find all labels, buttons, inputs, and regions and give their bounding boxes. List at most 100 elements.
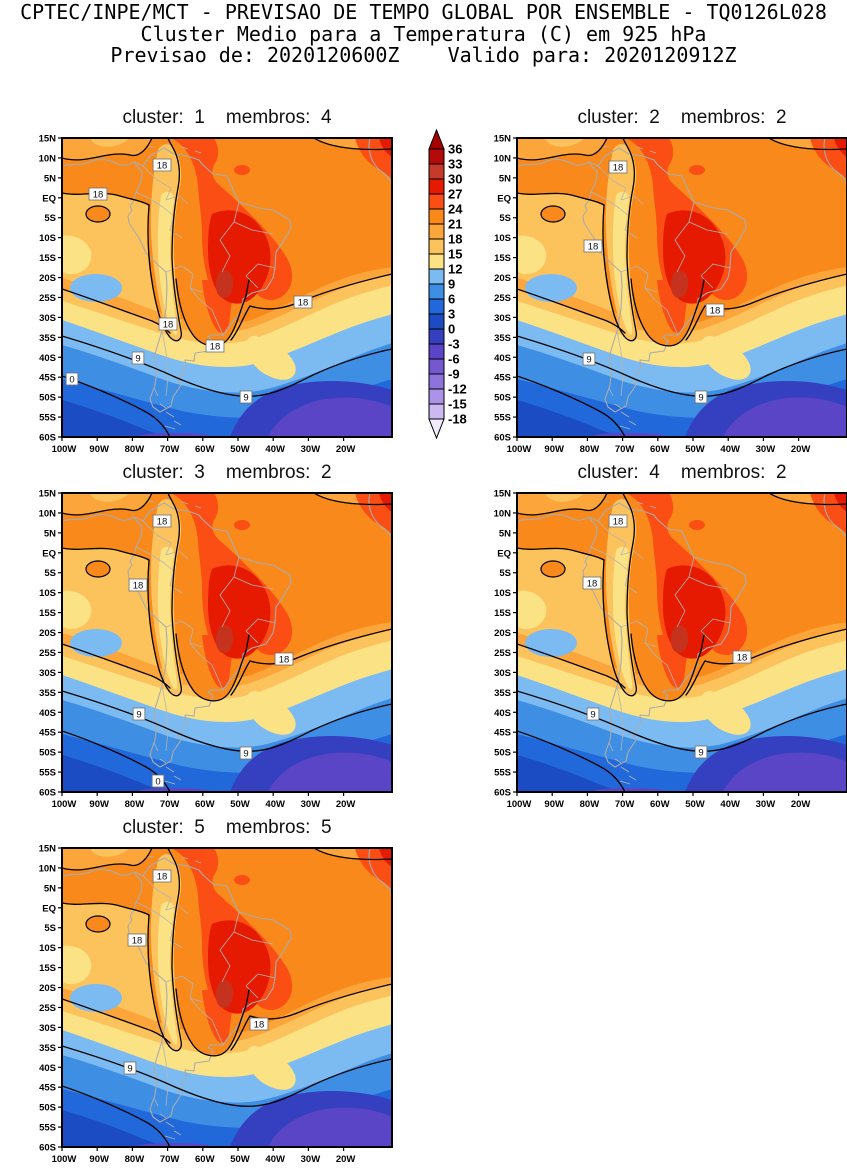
svg-text:18: 18 bbox=[157, 872, 168, 883]
map-frame bbox=[516, 137, 847, 438]
y-axis-tick-label: 15S bbox=[494, 608, 511, 619]
colorbar-box bbox=[428, 388, 445, 405]
y-axis-tick-label: 45S bbox=[39, 1083, 56, 1094]
y-axis-tick-label: 45S bbox=[494, 728, 511, 739]
x-axis-tick-label: 100W bbox=[52, 444, 77, 455]
x-axis-tick-label: 20W bbox=[791, 799, 811, 810]
svg-text:0: 0 bbox=[155, 777, 160, 788]
x-axis-tick-label: 50W bbox=[685, 444, 705, 455]
svg-text:18: 18 bbox=[254, 1020, 265, 1031]
title-line-1: CPTEC/INPE/MCT - PREVISAO DE TEMPO GLOBA… bbox=[20, 0, 827, 24]
y-axis-tick-label: 10N bbox=[39, 863, 57, 874]
x-axis-tick-label: 80W bbox=[580, 444, 600, 455]
y-axis-tick-label: 30S bbox=[39, 668, 56, 679]
x-axis-tick-label: 30W bbox=[301, 1154, 321, 1165]
y-axis-tick-label: 15N bbox=[39, 489, 57, 500]
y-axis-tick-label: 60S bbox=[39, 1143, 56, 1154]
colorbar-tick-label: 15 bbox=[448, 247, 462, 262]
y-axis-tick-label: 40S bbox=[39, 708, 56, 719]
contour-label: 9 bbox=[132, 707, 146, 721]
colorbar-tick-label: 36 bbox=[448, 142, 462, 157]
svg-text:9: 9 bbox=[135, 354, 140, 365]
map-canvas bbox=[517, 138, 847, 441]
y-axis-tick-label: 15S bbox=[39, 253, 56, 264]
y-axis-tick-label: 10N bbox=[494, 153, 512, 164]
y-axis-tick-label: 5S bbox=[44, 568, 56, 579]
x-axis-tick-label: 30W bbox=[301, 444, 321, 455]
colorbar-box bbox=[428, 223, 445, 240]
y-axis-tick-label: 20S bbox=[39, 983, 56, 994]
panel-title-cluster-5: cluster: 5 membros: 5 bbox=[122, 817, 332, 838]
map-canvas bbox=[517, 493, 847, 796]
x-axis-tick-label: 20W bbox=[791, 444, 811, 455]
colorbar-box bbox=[428, 358, 445, 375]
y-axis-tick-label: 35S bbox=[39, 1043, 56, 1054]
y-axis-tick-label: 10N bbox=[494, 508, 512, 519]
x-axis-tick-label: 100W bbox=[507, 799, 532, 810]
y-axis-tick-label: 55S bbox=[39, 768, 56, 779]
y-axis-tick-label: 10S bbox=[494, 588, 511, 599]
panel-title-cluster-2: cluster: 2 membros: 2 bbox=[577, 107, 787, 128]
colorbar: 36 33 30 27 24 21 18 15 12 9 6 3 0 -3 -6 -9 -12 -15 -18 bbox=[421, 128, 501, 451]
contour-label: 18 bbox=[705, 303, 725, 317]
y-axis-tick-label: 35S bbox=[494, 333, 511, 344]
svg-text:18: 18 bbox=[210, 342, 221, 353]
svg-text:18: 18 bbox=[587, 579, 598, 590]
colorbar-tick-label: 9 bbox=[448, 277, 455, 292]
x-axis-tick-label: 20W bbox=[336, 1154, 356, 1165]
map-panel-cluster-5: 15N 10N 5N EQ 5S 10S 15S 20S 25S 30S 35S 40S 45S 50S 5… bbox=[39, 844, 393, 1165]
svg-text:9: 9 bbox=[136, 710, 141, 721]
y-axis-tick-label: 15N bbox=[494, 489, 512, 500]
header: CPTEC/INPE/MCT - PREVISAO DE TEMPO GLOBA… bbox=[0, 0, 847, 67]
y-axis-tick-label: 50S bbox=[39, 748, 56, 759]
y-axis-tick-label: 60S bbox=[494, 433, 511, 444]
y-axis-tick-label: 25S bbox=[39, 648, 56, 659]
panel-title-cluster-3: cluster: 3 membros: 2 bbox=[122, 462, 332, 483]
x-axis-tick-label: 40W bbox=[265, 1154, 285, 1165]
x-axis-tick-label: 60W bbox=[195, 444, 215, 455]
svg-text:9: 9 bbox=[243, 393, 248, 404]
y-axis-tick-label: 35S bbox=[39, 333, 56, 344]
map-frame bbox=[61, 137, 393, 438]
colorbar-box bbox=[428, 283, 445, 300]
y-axis-tick-label: 40S bbox=[39, 353, 56, 364]
contour-label: 18 bbox=[128, 578, 148, 592]
map-frame bbox=[516, 492, 847, 793]
x-axis-tick-label: 80W bbox=[125, 799, 145, 810]
svg-text:18: 18 bbox=[157, 517, 168, 528]
colorbar-box bbox=[428, 313, 445, 330]
colorbar-arrow-up-icon bbox=[428, 128, 445, 150]
y-axis-tick-label: 10N bbox=[39, 153, 57, 164]
y-axis-tick-label: 30S bbox=[39, 313, 56, 324]
x-axis-tick-label: 30W bbox=[301, 799, 321, 810]
colorbar-box bbox=[428, 373, 445, 390]
svg-text:9: 9 bbox=[698, 393, 703, 404]
x-axis-tick-label: 50W bbox=[685, 799, 705, 810]
contour-label: 18 bbox=[274, 652, 294, 666]
panel-title-cluster-4: cluster: 4 membros: 2 bbox=[577, 462, 787, 483]
colorbar-tick-label: -12 bbox=[448, 382, 467, 397]
colorbar-box bbox=[428, 268, 445, 285]
contour-label: 18 bbox=[88, 187, 108, 201]
colorbar-tick-label: 27 bbox=[448, 187, 462, 202]
x-axis-tick-label: 80W bbox=[580, 799, 600, 810]
map-frame bbox=[61, 492, 393, 793]
x-axis-tick-label: 40W bbox=[720, 444, 740, 455]
x-axis-tick-label: 60W bbox=[195, 799, 215, 810]
x-axis-tick-label: 70W bbox=[160, 444, 180, 455]
x-axis-tick-label: 60W bbox=[650, 799, 670, 810]
x-axis-tick-label: 50W bbox=[230, 444, 250, 455]
y-axis-tick-label: 5S bbox=[44, 213, 56, 224]
y-axis-tick-label: 25S bbox=[39, 293, 56, 304]
colorbar-tick-label: -18 bbox=[448, 412, 467, 427]
contour-label: 18 bbox=[205, 339, 225, 353]
svg-text:18: 18 bbox=[588, 242, 599, 253]
contour-label: 9 bbox=[582, 352, 596, 366]
y-axis-tick-label: 15N bbox=[39, 134, 57, 145]
contour-label: 18 bbox=[152, 514, 172, 528]
map-canvas bbox=[62, 493, 392, 796]
y-axis-tick-label: 5N bbox=[44, 528, 56, 539]
colorbar-box bbox=[428, 253, 445, 270]
